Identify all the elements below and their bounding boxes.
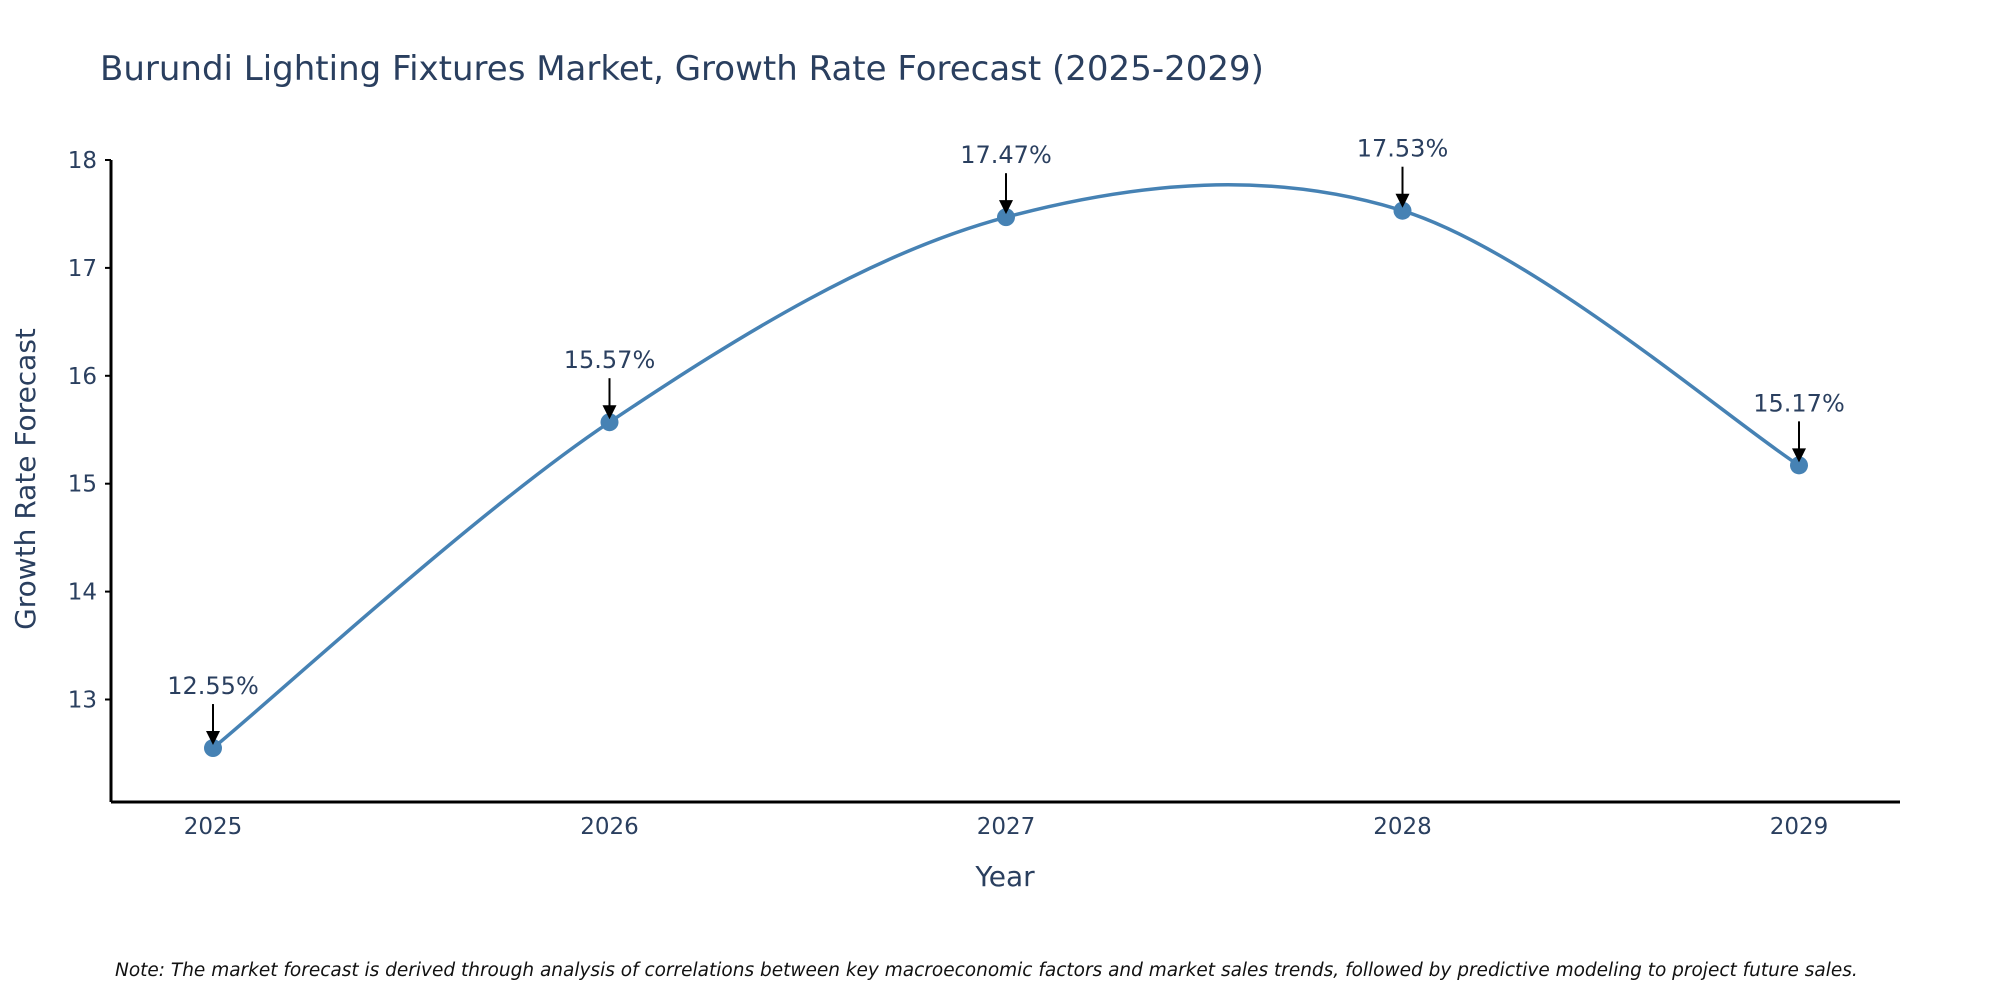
y-tick-label: 14 bbox=[68, 580, 97, 606]
y-tick-label: 15 bbox=[68, 472, 97, 498]
x-tick-label: 2028 bbox=[1373, 814, 1432, 840]
y-axis-title: Growth Rate Forecast bbox=[9, 328, 42, 630]
data-label: 15.17% bbox=[1753, 389, 1845, 417]
data-label: 12.55% bbox=[167, 672, 259, 700]
series-line bbox=[211, 183, 1800, 750]
x-tick-label: 2029 bbox=[1770, 814, 1829, 840]
annotation-arrowhead bbox=[1395, 193, 1410, 208]
data-point bbox=[600, 413, 619, 432]
chart-title: Burundi Lighting Fixtures Market, Growth… bbox=[100, 49, 1264, 89]
data-point bbox=[1790, 456, 1808, 475]
y-tick-label: 16 bbox=[68, 364, 97, 390]
y-tick-label: 17 bbox=[68, 256, 97, 282]
x-tick-label: 2027 bbox=[977, 814, 1036, 840]
data-label: 17.53% bbox=[1357, 135, 1449, 163]
data-point bbox=[1393, 201, 1412, 220]
annotation-arrowhead bbox=[1792, 448, 1806, 463]
y-tick-label: 18 bbox=[68, 148, 97, 174]
data-point bbox=[204, 739, 222, 758]
x-tick-label: 2026 bbox=[580, 814, 639, 840]
x-axis-ticks: 2025 2026 2027 2028 2029 bbox=[184, 814, 1829, 840]
y-tick-label: 13 bbox=[68, 687, 97, 713]
data-point bbox=[997, 208, 1015, 227]
annotation-arrowhead bbox=[999, 200, 1013, 215]
plot-area: 12.55% 15.57% 17.47% 17.53% 15.17% bbox=[167, 135, 1845, 758]
data-label: 15.57% bbox=[564, 346, 656, 374]
x-tick-label: 2025 bbox=[184, 814, 243, 840]
forecast-note: Note: The market forecast is derived thr… bbox=[115, 960, 1858, 981]
x-axis-title: Year bbox=[974, 860, 1035, 893]
annotation-arrowhead bbox=[602, 405, 617, 420]
annotation-arrowhead bbox=[206, 731, 220, 746]
y-axis-ticks: 13 14 15 16 17 18 bbox=[68, 148, 111, 713]
data-label: 17.47% bbox=[960, 141, 1052, 169]
